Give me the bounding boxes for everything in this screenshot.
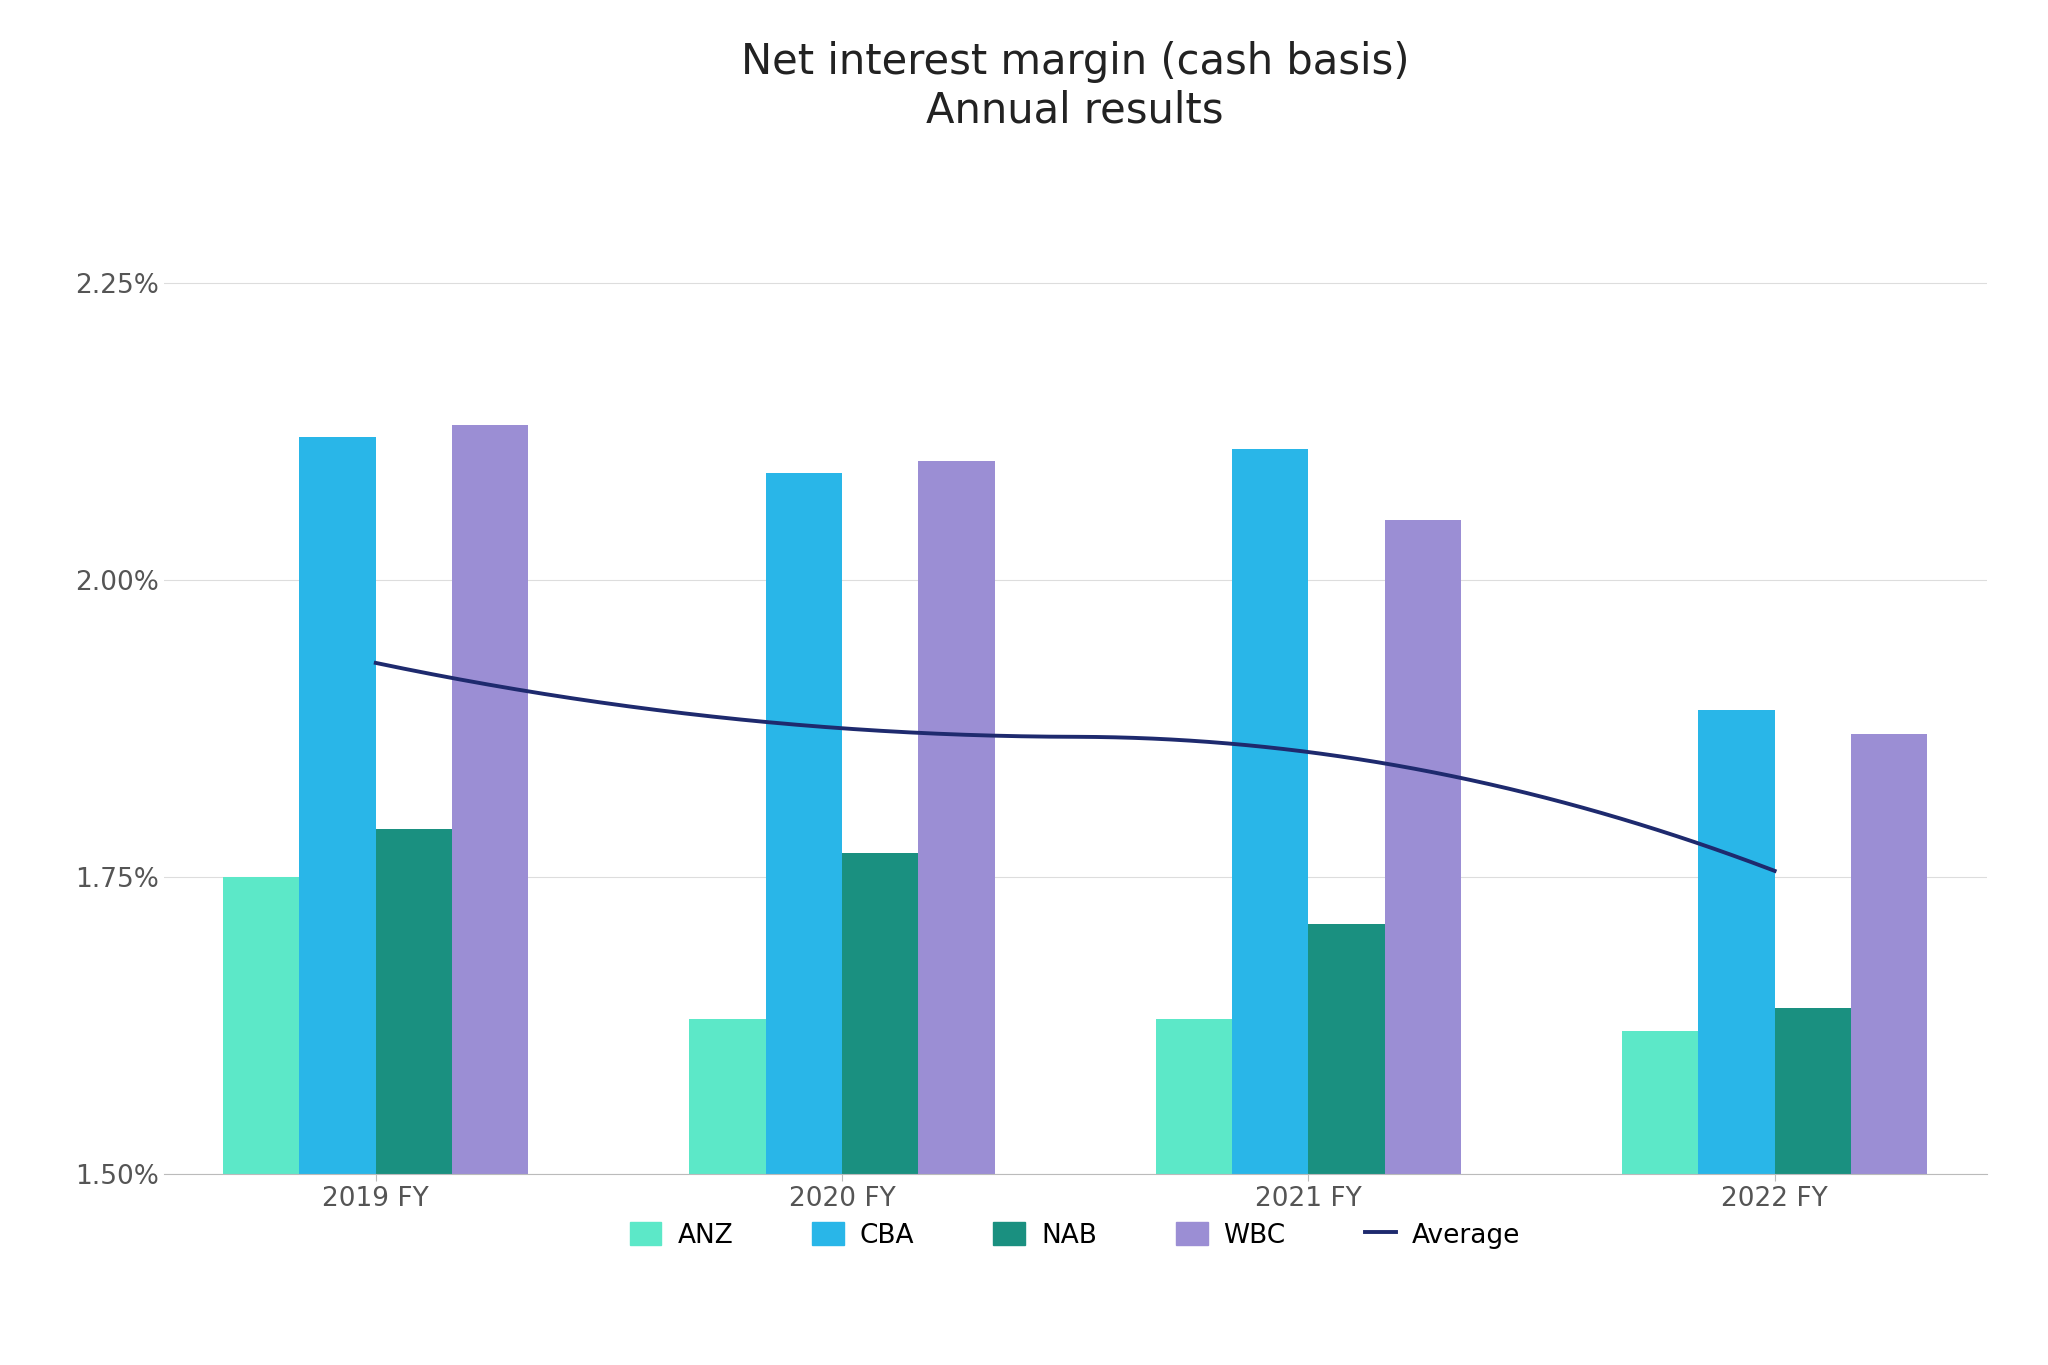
Title: Net interest margin (cash basis)
Annual results: Net interest margin (cash basis) Annual … [741,41,1409,131]
Bar [766,472,842,1174]
Bar [1776,1007,1851,1174]
Bar [453,426,528,1174]
Bar [842,853,918,1174]
Bar [1384,520,1460,1174]
Bar [1698,710,1776,1174]
Legend: ANZ, CBA, NAB, WBC, Average: ANZ, CBA, NAB, WBC, Average [616,1208,1534,1261]
Bar [1622,1032,1698,1174]
Bar [299,437,375,1174]
Bar [690,1020,766,1174]
Bar [1155,1020,1233,1174]
Bar [1309,924,1384,1174]
Bar [1851,734,1927,1174]
Bar [375,830,453,1174]
Bar [1233,449,1309,1174]
Bar [223,876,299,1174]
Bar [918,461,995,1174]
